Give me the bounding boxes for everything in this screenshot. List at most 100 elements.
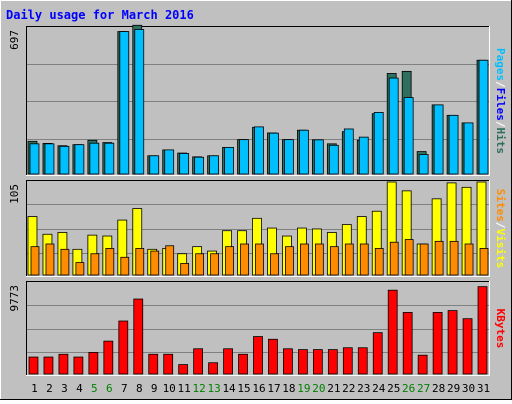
bar-files-day-31: [478, 59, 489, 175]
bar-kbytes-day-10: [163, 353, 174, 375]
bar-sites-day-19: [300, 243, 309, 276]
x-tick-label-day-13: 13: [207, 382, 220, 395]
bar-files-day-12: [194, 156, 205, 175]
bar-files-day-9: [149, 155, 160, 175]
bar-files-day-26: [403, 97, 414, 175]
bar-files-day-4: [74, 144, 85, 175]
bar-files-day-21: [328, 144, 339, 175]
bar-files-day-27: [418, 154, 429, 175]
bar-kbytes-day-7: [118, 320, 129, 375]
x-tick-label-day-3: 3: [61, 382, 68, 395]
bar-sites-day-31: [479, 248, 489, 276]
bar-kbytes-day-26: [402, 312, 413, 375]
bar-files-day-10: [164, 149, 175, 175]
bar-kbytes-day-31: [477, 286, 488, 375]
x-tick-label-day-27: 27: [417, 382, 430, 395]
bar-kbytes-day-1: [28, 356, 39, 375]
bar-kbytes-day-14: [223, 348, 233, 375]
bar-kbytes-day-30: [462, 318, 473, 375]
bar-files-day-1: [29, 143, 40, 175]
bar-kbytes-day-24: [372, 332, 383, 375]
bar-kbytes-day-23: [357, 347, 368, 375]
bar-files-day-28: [433, 104, 444, 175]
bar-sites-day-21: [329, 246, 339, 276]
y-axis-max-label: 9773: [8, 285, 21, 312]
legend-entry: Visits: [494, 229, 507, 269]
bar-sites-day-1: [30, 246, 40, 276]
bar-files-day-11: [179, 153, 190, 175]
bar-kbytes-day-18: [283, 348, 293, 375]
bar-kbytes-day-5: [88, 351, 99, 375]
bar-files-day-29: [448, 114, 459, 175]
bar-kbytes-day-22: [342, 347, 353, 375]
x-tick-label-day-16: 16: [252, 382, 265, 395]
x-tick-label-day-31: 31: [477, 382, 490, 395]
bar-sites-day-30: [464, 243, 474, 276]
bar-sites-day-20: [314, 243, 324, 276]
y-axis-max-label: 105: [8, 184, 21, 204]
panel-sites-visits: 105 Sites/Visits: [8, 180, 507, 277]
bar-sites-day-11: [180, 263, 190, 276]
bar-files-day-22: [343, 128, 354, 175]
x-tick-label-day-8: 8: [136, 382, 143, 395]
legend-entry: Files: [494, 88, 507, 121]
bar-kbytes-day-16: [253, 336, 263, 375]
bar-files-day-15: [239, 139, 249, 175]
x-tick-label-day-4: 4: [76, 382, 83, 395]
x-tick-label-day-28: 28: [432, 382, 445, 395]
legend-entry: Pages: [494, 48, 507, 81]
x-tick-label-day-14: 14: [222, 382, 236, 395]
panel-kbytes: 9773 KBytes: [8, 281, 507, 376]
x-tick-label-day-7: 7: [121, 382, 128, 395]
x-tick-label-day-20: 20: [312, 382, 325, 395]
bar-files-day-6: [104, 142, 115, 175]
bar-kbytes-day-21: [327, 349, 338, 375]
bar-kbytes-day-11: [178, 364, 189, 375]
x-tick-label-day-17: 17: [267, 382, 280, 395]
bar-files-day-19: [299, 129, 309, 175]
bar-files-day-17: [269, 132, 279, 175]
bar-sites-day-26: [404, 239, 414, 276]
bar-files-day-23: [358, 136, 369, 175]
x-tick-label-day-18: 18: [282, 382, 295, 395]
bar-sites-day-5: [90, 253, 100, 276]
bar-kbytes-day-12: [193, 348, 204, 375]
legend-pages-files-hits: Pages/Files/Hits: [494, 48, 507, 154]
bar-files-day-13: [209, 155, 219, 175]
bar-sites-day-4: [75, 262, 85, 276]
bar-kbytes-day-3: [58, 353, 69, 375]
legend-entry: /: [494, 81, 507, 88]
legend-entry: Sites: [494, 189, 507, 222]
legend-entry: Hits: [494, 128, 507, 155]
bar-files-day-24: [373, 112, 384, 175]
bar-sites-day-29: [449, 240, 459, 276]
x-tick-label-day-5: 5: [91, 382, 98, 395]
bar-kbytes-day-28: [432, 312, 443, 375]
bar-sites-day-10: [165, 245, 175, 276]
bar-files-day-18: [284, 139, 294, 175]
legend-entry: /: [494, 222, 507, 229]
bar-sites-day-27: [419, 243, 429, 276]
bar-files-day-5: [89, 142, 100, 175]
legend-entry: /: [494, 121, 507, 128]
legend-sites-visits: Sites/Visits: [494, 189, 507, 269]
bar-sites-day-3: [60, 248, 70, 276]
bar-sites-day-18: [285, 246, 294, 276]
bar-kbytes-day-17: [268, 338, 278, 375]
x-tick-label-day-11: 11: [178, 382, 191, 395]
bar-sites-day-15: [240, 243, 249, 276]
bar-sites-day-2: [45, 243, 55, 276]
x-tick-label-day-9: 9: [151, 382, 158, 395]
bar-files-day-2: [44, 143, 55, 175]
bar-files-day-14: [224, 146, 234, 175]
x-axis-labels: 1 2 3 4 5 6 7 8 9 10 11 12 13 14 15 16 17 18 19 20 21 22 23 24 2…: [31, 382, 490, 395]
bar-kbytes-day-4: [73, 356, 84, 375]
bar-kbytes-day-20: [312, 349, 323, 375]
x-tick-label-day-12: 12: [193, 382, 206, 395]
bar-sites-day-7: [120, 256, 130, 276]
x-tick-label-day-19: 19: [297, 382, 310, 395]
bar-kbytes-day-19: [298, 349, 308, 375]
bar-sites-day-8: [135, 248, 145, 276]
